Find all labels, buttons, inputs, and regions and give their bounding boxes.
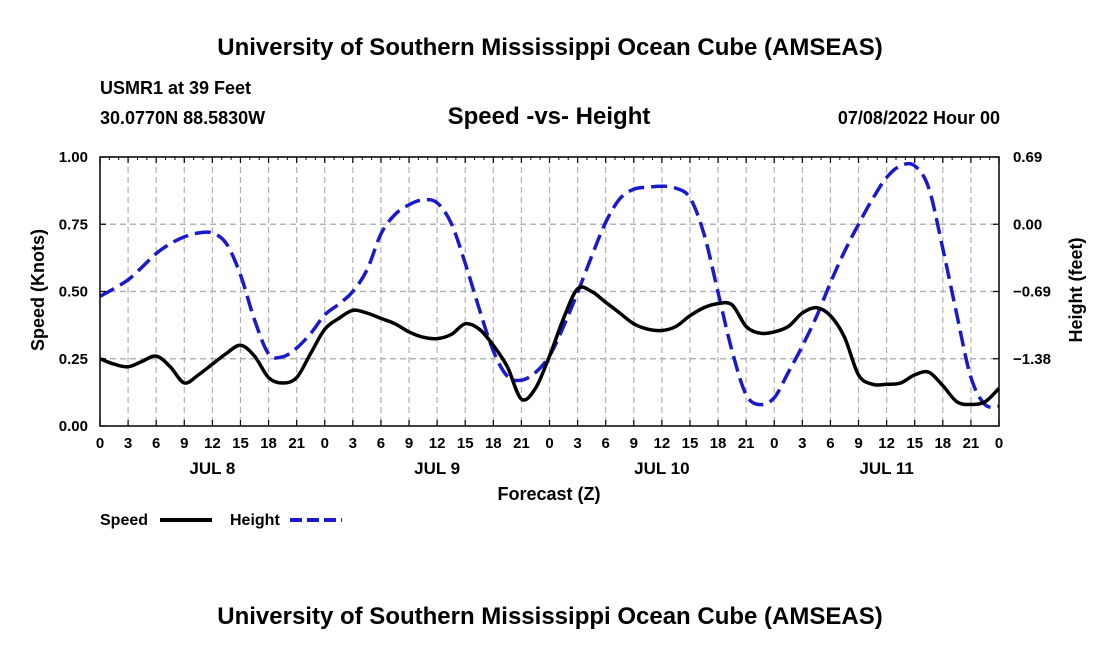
plot-title: Speed -vs- Height — [448, 103, 651, 130]
x-tick-label: 0 — [545, 435, 553, 452]
day-label: JUL 8 — [189, 459, 235, 478]
x-tick-label: 21 — [738, 435, 755, 452]
day-label: JUL 11 — [859, 459, 914, 478]
axes: 0 3 6 9 12 15 18 21 0 3 6 9 12 15 18 21 0 3 6 9 12 15 18 21 0 3 6 9… — [59, 149, 1051, 478]
x-tick-label: 0 — [995, 435, 1003, 452]
y2-tick-label: 0.69 — [1013, 149, 1042, 166]
x-tick-label: 18 — [710, 435, 727, 452]
x-tick-label: 6 — [602, 435, 610, 452]
x-tick-label: 6 — [377, 435, 385, 452]
x-tick-label: 18 — [260, 435, 277, 452]
y-tick-label: 0.50 — [59, 284, 88, 301]
x-tick-label: 9 — [630, 435, 638, 452]
x-tick-label: 21 — [288, 435, 305, 452]
speed-series — [99, 285, 1001, 407]
x-tick-label: 9 — [405, 435, 413, 452]
y2-axis-title: Height (feet) — [1066, 238, 1086, 343]
y-tick-label: 0.00 — [59, 418, 88, 435]
y-axis-title: Speed (Knots) — [28, 229, 48, 351]
x-axis-title: Forecast (Z) — [497, 484, 600, 504]
x-tick-label: 3 — [349, 435, 357, 452]
x-tick-label: 15 — [232, 435, 249, 452]
x-tick-label: 12 — [878, 435, 895, 452]
x-tick-label: 12 — [204, 435, 221, 452]
x-tick-label: 6 — [826, 435, 834, 452]
x-tick-label: 9 — [180, 435, 188, 452]
y2-tick-label: −0.69 — [1013, 284, 1051, 301]
legend: Speed Height — [100, 512, 342, 529]
legend-height-label: Height — [230, 512, 280, 529]
day-label: JUL 9 — [414, 459, 460, 478]
station-coordinates: 30.0770N 88.5830W — [100, 108, 265, 128]
y-tick-label: 0.25 — [59, 351, 88, 368]
x-tick-label: 12 — [429, 435, 446, 452]
x-tick-label: 6 — [152, 435, 160, 452]
y-tick-label: 1.00 — [59, 149, 88, 166]
grid-lines — [100, 156, 999, 426]
y2-tick-label: −1.38 — [1013, 351, 1051, 368]
x-tick-label: 3 — [798, 435, 806, 452]
x-tick-label: 15 — [457, 435, 474, 452]
speed-line — [99, 285, 1001, 407]
x-tick-label: 3 — [573, 435, 581, 452]
x-tick-label: 0 — [770, 435, 778, 452]
x-tick-label: 0 — [321, 435, 329, 452]
x-tick-label: 0 — [96, 435, 104, 452]
x-tick-label: 18 — [934, 435, 951, 452]
y2-tick-label: 0.00 — [1013, 216, 1042, 233]
x-tick-label: 21 — [963, 435, 980, 452]
legend-speed-label: Speed — [100, 512, 148, 529]
height-line — [99, 161, 1000, 409]
main-title: University of Southern Mississippi Ocean… — [217, 34, 882, 61]
forecast-datetime: 07/08/2022 Hour 00 — [838, 108, 1000, 128]
day-label: JUL 10 — [634, 459, 689, 478]
y-tick-label: 0.75 — [59, 216, 88, 233]
x-tick-label: 15 — [682, 435, 699, 452]
x-tick-label: 21 — [513, 435, 530, 452]
height-series — [99, 161, 1000, 409]
footer-title: University of Southern Mississippi Ocean… — [217, 603, 882, 630]
x-tick-label: 18 — [485, 435, 502, 452]
station-label: USMR1 at 39 Feet — [100, 78, 251, 98]
x-tick-label: 15 — [906, 435, 923, 452]
x-tick-label: 9 — [854, 435, 862, 452]
x-tick-label: 3 — [124, 435, 132, 452]
x-tick-label: 12 — [654, 435, 671, 452]
